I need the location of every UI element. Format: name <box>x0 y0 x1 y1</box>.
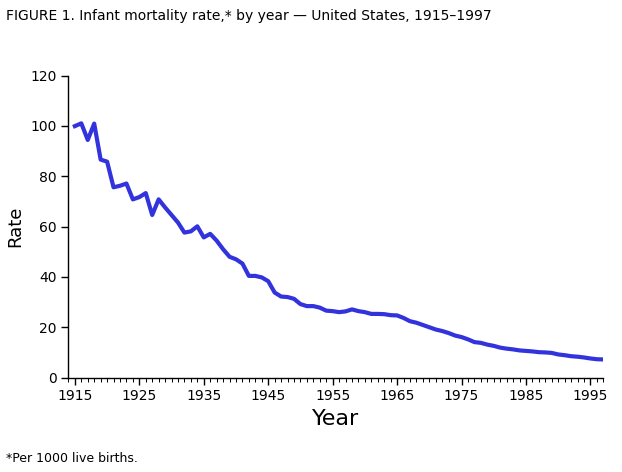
Text: *Per 1000 live births.: *Per 1000 live births. <box>6 452 138 465</box>
Y-axis label: Rate: Rate <box>7 206 25 247</box>
Text: FIGURE 1. Infant mortality rate,* by year — United States, 1915–1997: FIGURE 1. Infant mortality rate,* by yea… <box>6 9 492 24</box>
X-axis label: Year: Year <box>312 409 360 429</box>
